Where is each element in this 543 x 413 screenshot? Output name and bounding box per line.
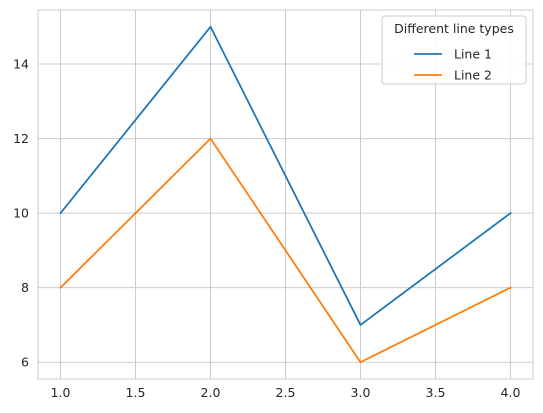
y-tick-label: 6 bbox=[21, 355, 29, 370]
x-tick-label: 2.0 bbox=[201, 385, 221, 400]
y-tick-label: 14 bbox=[13, 57, 29, 72]
series-lines bbox=[59, 25, 512, 364]
legend-title: Different line types bbox=[394, 21, 514, 36]
x-axis: 1.0 1.5 2.0 2.5 3.0 3.5 4.0 bbox=[51, 385, 521, 400]
series-line-2 bbox=[59, 137, 512, 364]
x-tick-label: 1.0 bbox=[51, 385, 71, 400]
x-tick-label: 4.0 bbox=[501, 385, 521, 400]
x-tick-label: 3.0 bbox=[351, 385, 371, 400]
legend-label: Line 2 bbox=[454, 68, 492, 83]
y-tick-label: 12 bbox=[13, 131, 29, 146]
x-tick-label: 3.5 bbox=[426, 385, 446, 400]
y-tick-label: 10 bbox=[13, 206, 29, 221]
y-tick-label: 8 bbox=[21, 280, 29, 295]
y-axis: 6 8 10 12 14 bbox=[13, 57, 29, 370]
legend-box bbox=[381, 15, 527, 85]
x-tick-label: 1.5 bbox=[126, 385, 146, 400]
x-tick-label: 2.5 bbox=[276, 385, 296, 400]
plot-frame bbox=[37, 9, 534, 380]
series-line-1 bbox=[59, 25, 512, 326]
legend-label: Line 1 bbox=[454, 47, 492, 62]
legend: Different line types Line 1 Line 2 bbox=[381, 15, 527, 85]
